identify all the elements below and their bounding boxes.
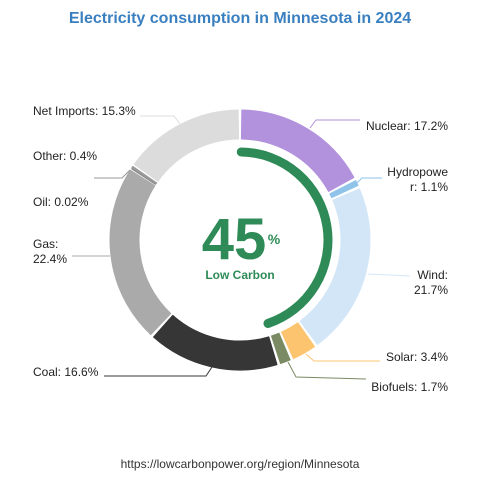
slice-other[interactable]: [131, 165, 158, 185]
chart-title: Electricity consumption in Minnesota in …: [68, 10, 412, 27]
slice-gas[interactable]: [109, 169, 172, 336]
slice-net-imports[interactable]: [133, 109, 240, 182]
leader-line-coal: [104, 366, 213, 377]
slice-label-oil: Oil: 0.02%: [33, 195, 89, 209]
low-carbon-percent-sign: %: [268, 231, 281, 247]
slice-label-biofuels: Biofuels: 1.7%: [371, 380, 448, 394]
leader-line-net-imports: [140, 115, 181, 125]
slice-solar[interactable]: [281, 322, 315, 359]
low-carbon-label: Low Carbon: [205, 268, 274, 282]
leader-line-other: [94, 169, 131, 179]
leader-line-hydropower: [351, 177, 382, 189]
leader-line-nuclear: [309, 119, 360, 129]
leader-line-biofuels: [287, 361, 367, 380]
slice-oil[interactable]: [131, 168, 156, 185]
slice-nuclear[interactable]: [240, 109, 355, 192]
slice-label-net-imports: Net Imports: 15.3%: [33, 104, 136, 118]
leader-line-wind: [367, 273, 411, 277]
slice-label-other: Other: 0.4%: [33, 149, 97, 163]
slices-layer: [109, 109, 371, 371]
leader-lines-layer: [72, 115, 411, 380]
slice-label-hydropower: Hydropowe r: 1.1%: [387, 165, 448, 194]
slice-label-solar: Solar: 3.4%: [386, 350, 448, 364]
slice-label-gas: Gas: 22.4%: [33, 237, 67, 266]
slice-labels-layer: Nuclear: 17.2% Hydropowe r: 1.1% Wind: 21.7%…: [33, 104, 448, 394]
slice-label-coal: Coal: 16.6%: [33, 365, 99, 379]
slice-hydropower[interactable]: [329, 180, 359, 199]
low-carbon-arc: [236, 147, 333, 328]
slice-label-wind: Wind: 21.7%: [414, 268, 448, 297]
slice-label-nuclear: Nuclear: 17.2%: [366, 119, 448, 133]
low-carbon-percentage: 45: [202, 207, 267, 272]
source-url[interactable]: https://lowcarbonpower.org/region/Minnes…: [120, 457, 360, 471]
slice-biofuels[interactable]: [270, 332, 291, 365]
slice-coal[interactable]: [152, 314, 278, 371]
leader-line-solar: [305, 353, 380, 362]
slice-wind[interactable]: [299, 188, 371, 345]
low-carbon-arc-layer: [236, 147, 333, 328]
